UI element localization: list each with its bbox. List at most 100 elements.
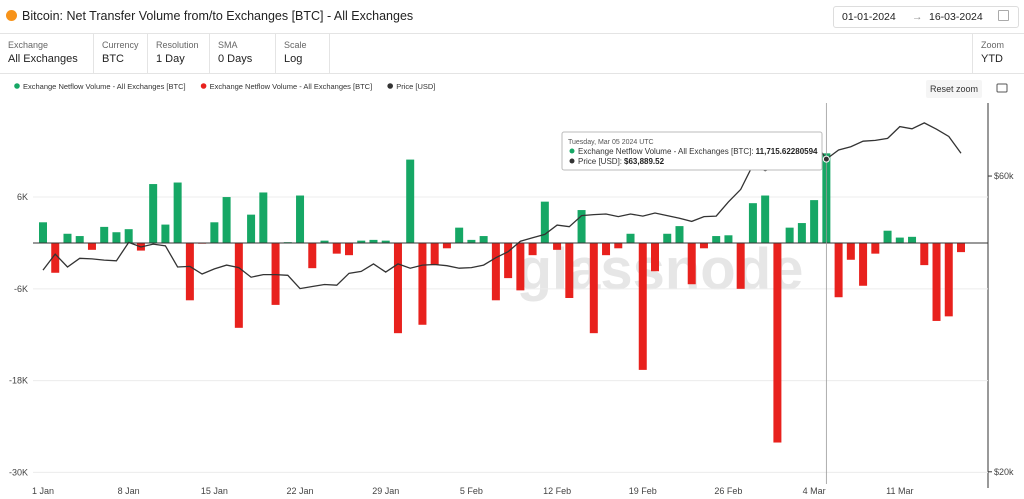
- control[interactable]: SMA 0 Days: [210, 34, 276, 73]
- tooltip-marker: [569, 158, 575, 164]
- x-tick-label: 4 Mar: [803, 486, 826, 496]
- control[interactable]: Exchange All Exchanges: [0, 34, 94, 73]
- legend-label: Price [USD]: [396, 82, 435, 91]
- control[interactable]: Scale Log: [276, 34, 330, 73]
- x-tick-label: 11 Mar: [886, 486, 913, 496]
- arrow: →: [912, 11, 923, 23]
- bar: [736, 242, 745, 289]
- control[interactable]: Currency BTC: [94, 34, 148, 73]
- bar: [932, 242, 941, 321]
- y-tick-label: -30K: [9, 467, 28, 477]
- bar: [565, 242, 574, 298]
- y-tick-label: 6K: [17, 192, 28, 202]
- bar: [100, 226, 109, 243]
- bar: [259, 192, 268, 243]
- tooltip-label: Price [USD]:: [578, 157, 622, 166]
- bar: [944, 242, 953, 317]
- bar: [185, 242, 194, 301]
- reset-zoom-label[interactable]: Reset zoom: [930, 84, 978, 94]
- control-value[interactable]: All Exchanges: [8, 53, 78, 65]
- bar: [271, 242, 280, 305]
- bar: [626, 233, 635, 243]
- tooltip-value: $63,889.52: [624, 157, 665, 166]
- bar: [810, 200, 819, 243]
- x-tick-label: 15 Jan: [201, 486, 228, 496]
- bar: [761, 195, 770, 243]
- bar: [638, 242, 647, 370]
- bar: [430, 242, 439, 266]
- bar: [528, 242, 537, 256]
- bar: [222, 197, 231, 243]
- bar: [418, 242, 427, 325]
- bar: [699, 242, 708, 249]
- tooltip-title: Tuesday, Mar 05 2024 UTC: [568, 139, 654, 146]
- camera-icon[interactable]: [996, 83, 1008, 93]
- bar: [345, 242, 353, 256]
- tooltip-box: [561, 131, 823, 171]
- tooltip-value: 11,715.62280594: [756, 147, 818, 156]
- bar: [332, 242, 341, 254]
- x-tick-label: 19 Feb: [629, 486, 657, 496]
- bar: [210, 222, 219, 243]
- legend-marker: [14, 83, 20, 89]
- bar: [614, 242, 623, 249]
- watermark: glassnode: [517, 237, 804, 302]
- control-value[interactable]: 1 Day: [156, 53, 185, 65]
- bar: [234, 242, 243, 328]
- control-value[interactable]: Log: [284, 53, 303, 65]
- date-to[interactable]: 16-03-2024: [929, 11, 983, 23]
- bar: [320, 240, 329, 243]
- bar: [51, 242, 60, 273]
- x-tick-label: 29 Jan: [372, 486, 399, 496]
- bar: [577, 210, 586, 243]
- bar: [712, 236, 721, 243]
- date-range[interactable]: 01-01-2024 → 16-03-2024: [833, 6, 1019, 28]
- legend-label: Exchange Netflow Volume - All Exchanges …: [23, 82, 186, 91]
- control-value[interactable]: YTD: [981, 53, 1003, 65]
- control-label: Scale: [284, 40, 307, 50]
- x-tick-label: 22 Jan: [287, 486, 314, 496]
- bar: [75, 236, 84, 243]
- y2-tick-label: $20k: [994, 467, 1014, 477]
- calendar-icon[interactable]: [998, 10, 1009, 21]
- bar: [785, 227, 794, 243]
- zoom-control[interactable]: Zoom YTD: [972, 34, 1024, 73]
- bar: [516, 242, 525, 291]
- bar: [651, 242, 659, 272]
- chart: glassnode Reset zoom 6K -6K -18K -30K $60k $2…: [9, 80, 1014, 496]
- bar: [393, 242, 402, 334]
- x-tick-label: 5 Feb: [460, 486, 483, 496]
- control-value[interactable]: BTC: [102, 53, 124, 65]
- bar: [957, 242, 965, 253]
- legend-marker: [200, 83, 207, 89]
- date-from[interactable]: 01-01-2024: [842, 11, 896, 23]
- bar: [589, 242, 598, 334]
- bar: [63, 233, 72, 243]
- bar: [871, 242, 880, 254]
- legend-label: Exchange Netflow Volume - All Exchanges …: [210, 82, 373, 91]
- x-tick-label: 8 Jan: [118, 486, 140, 496]
- bar: [112, 232, 121, 243]
- bar: [479, 236, 488, 243]
- bar: [161, 224, 170, 243]
- bar: [87, 242, 96, 250]
- reset-zoom-button[interactable]: [926, 80, 982, 98]
- bar: [504, 242, 513, 279]
- tooltip-label: Exchange Netflow Volume - All Exchanges …: [578, 147, 754, 156]
- control-value[interactable]: 0 Days: [218, 53, 253, 65]
- bar: [724, 235, 733, 243]
- bar: [773, 242, 782, 443]
- control-label: Resolution: [156, 40, 199, 50]
- price-point: [822, 155, 830, 163]
- header: Bitcoin: Net Transfer Volume from/to Exc…: [0, 0, 1024, 34]
- bar: [663, 233, 672, 243]
- bar: [39, 222, 47, 243]
- controls: Zoom YTD Exchange All Exchanges Currency BT…: [0, 34, 1024, 74]
- control[interactable]: Resolution 1 Day: [148, 34, 210, 73]
- bar: [908, 236, 917, 243]
- bar: [296, 195, 305, 243]
- control-label: Currency: [102, 40, 139, 50]
- control-label: Zoom: [981, 40, 1005, 50]
- y-tick-label: -6K: [14, 284, 28, 294]
